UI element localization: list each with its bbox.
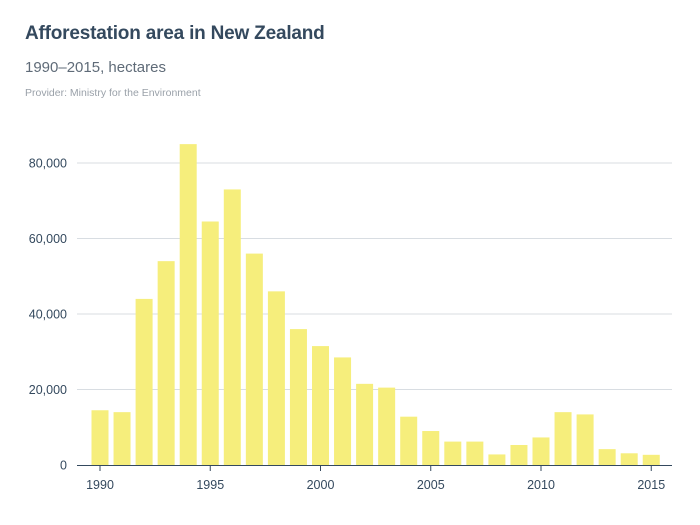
bar-2004 <box>400 416 418 465</box>
chart-provider: Provider: Ministry for the Environment <box>25 87 201 99</box>
x-tick-label: 2000 <box>307 478 335 492</box>
bar-1998 <box>267 291 285 465</box>
y-tick-label: 0 <box>60 459 67 473</box>
bar-2002 <box>356 383 374 465</box>
gridlines <box>77 162 672 390</box>
axes: 0 20,000 40,000 60,000 80,000 1990 1995 2000 200… <box>29 157 672 492</box>
bar-2011 <box>554 412 572 465</box>
x-tick-label: 1995 <box>196 478 224 492</box>
bar-1996 <box>223 189 241 466</box>
bar-2003 <box>378 387 396 465</box>
x-tick-label: 1990 <box>86 478 114 492</box>
bar-1990 <box>91 410 109 465</box>
bar-1997 <box>245 253 263 465</box>
bar-2007 <box>466 441 484 465</box>
bar-2006 <box>444 441 462 465</box>
y-tick-label: 60,000 <box>29 232 67 246</box>
x-tick-label: 2005 <box>417 478 445 492</box>
x-tick-label: 2015 <box>637 478 665 492</box>
bar-2001 <box>334 357 352 465</box>
y-tick-label: 40,000 <box>29 308 67 322</box>
bar-1993 <box>157 261 175 465</box>
chart-title: Afforestation area in New Zealand <box>25 23 325 44</box>
y-tick-label: 20,000 <box>29 383 67 397</box>
bar-2010 <box>532 437 550 465</box>
bar-1999 <box>289 329 307 465</box>
bar-2000 <box>312 346 329 465</box>
y-tick-label: 80,000 <box>29 157 67 171</box>
bar-1992 <box>135 298 153 465</box>
bars <box>91 144 660 466</box>
bar-2014 <box>620 453 638 465</box>
bar-2009 <box>510 444 528 465</box>
x-tick-label: 2010 <box>527 478 555 492</box>
bar-1991 <box>113 412 131 465</box>
chart-subtitle: 1990–2015, hectares <box>25 59 166 76</box>
bar-2013 <box>598 449 616 465</box>
bar-2008 <box>488 454 506 465</box>
bar-2015 <box>642 454 660 465</box>
bar-1995 <box>201 221 219 465</box>
bar-2005 <box>422 431 440 465</box>
bar-2012 <box>576 414 594 465</box>
bar-1994 <box>179 144 197 465</box>
